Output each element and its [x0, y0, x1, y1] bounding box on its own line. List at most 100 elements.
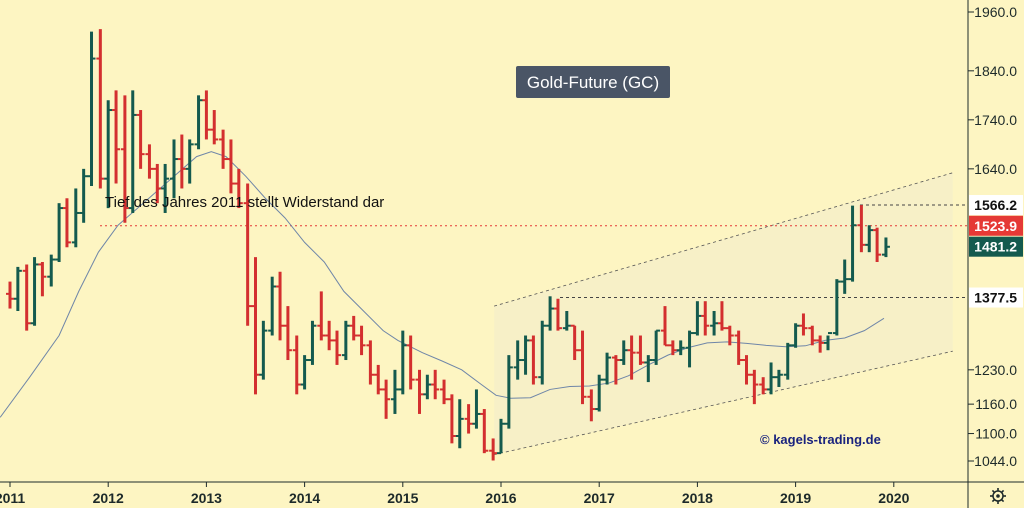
ohlc-bar [382, 379, 391, 419]
ohlc-bar [349, 315, 358, 341]
ohlc-bar [538, 320, 547, 385]
chart-annotation: Tief des Jahres 2011 stellt Widerstand d… [105, 194, 384, 211]
ohlc-bars [6, 29, 890, 461]
ohlc-bar [791, 323, 800, 348]
ohlc-bar [447, 394, 456, 444]
ohlc-bar [276, 271, 285, 341]
ohlc-bar [546, 296, 555, 331]
ohlc-bar [210, 110, 219, 145]
ohlc-bar [366, 340, 375, 385]
ohlc-bar [300, 355, 309, 390]
price-label: 1523.9 [969, 215, 1023, 236]
ohlc-bar [431, 369, 440, 400]
y-tick-label: 1960.0 [974, 4, 1017, 20]
y-tick-label: 1044.0 [974, 453, 1017, 469]
chart-title-background [516, 66, 670, 98]
svg-text:1481.2: 1481.2 [974, 239, 1017, 255]
ohlc-bar [710, 311, 719, 336]
ohlc-bar [701, 301, 710, 336]
ohlc-bar [423, 374, 432, 400]
ohlc-bar [464, 404, 473, 434]
ohlc-bar [652, 329, 661, 365]
ohlc-bar [71, 188, 80, 248]
ohlc-bar [865, 225, 874, 253]
svg-text:1566.2: 1566.2 [974, 197, 1017, 213]
trend-channel-lower-line [494, 350, 953, 456]
ohlc-bar [832, 279, 841, 336]
price-labels: 1566.2 1523.9 1481.2 1377.5 [969, 195, 1023, 308]
ohlc-bar [603, 352, 612, 385]
ohlc-bar [504, 355, 513, 429]
ohlc-bar [87, 31, 96, 187]
y-axis-ticks: 1960.0 1840.0 1740.0 1640.0 1230.0 1160.0 1100… [968, 4, 1017, 469]
ohlc-bar [816, 335, 825, 353]
ohlc-bar [472, 389, 481, 429]
ohlc-bar [374, 364, 383, 395]
ohlc-bar [292, 335, 301, 395]
ohlc-bar [234, 168, 243, 209]
ohlc-bar [47, 254, 56, 287]
ohlc-bar [636, 335, 645, 365]
chart-title: Gold-Future (GC) [527, 73, 659, 92]
ohlc-bar [767, 362, 776, 395]
ohlc-bar [243, 183, 252, 326]
ohlc-bar [455, 399, 464, 449]
ohlc-bar [177, 134, 186, 189]
ohlc-bar [595, 374, 604, 412]
ohlc-bar [185, 139, 194, 184]
ohlc-bar [145, 144, 154, 179]
ohlc-bar [725, 325, 734, 346]
ohlc-bar [808, 325, 817, 346]
ohlc-bar [693, 301, 702, 336]
ohlc-bar [308, 320, 317, 365]
ohlc-bar [562, 311, 571, 331]
ohlc-bar [38, 261, 47, 297]
ohlc-bar [30, 257, 39, 326]
ohlc-bar [587, 389, 596, 422]
ohlc-bar [440, 379, 449, 405]
y-tick-label: 1740.0 [974, 112, 1017, 128]
y-tick-label: 1230.0 [974, 362, 1017, 378]
ohlc-bar [497, 418, 505, 455]
x-tick-label: 2020 [878, 490, 909, 506]
moving-average-line [0, 151, 885, 418]
ohlc-bar [406, 335, 415, 390]
credit-text[interactable]: © kagels-trading.de [760, 432, 881, 447]
ohlc-bar [717, 301, 726, 331]
ohlc-bar [676, 340, 685, 356]
y-tick-label: 1160.0 [975, 396, 1017, 412]
ohlc-bar [136, 110, 145, 169]
ohlc-bar [668, 340, 677, 356]
ohlc-bar [660, 306, 669, 347]
ohlc-bar [873, 227, 882, 262]
ohlc-bar [259, 320, 268, 380]
x-tick-label: 2011 [0, 490, 25, 506]
svg-text:1523.9: 1523.9 [974, 218, 1017, 234]
ohlc-bar [644, 355, 653, 383]
ohlc-bar [529, 335, 538, 385]
settings-gear-icon[interactable] [990, 488, 1006, 504]
price-label: 1481.2 [969, 236, 1023, 257]
ohlc-bar [22, 264, 31, 331]
ohlc-bar [415, 369, 424, 414]
ohlc-bar [824, 332, 833, 351]
ohlc-bar [62, 198, 71, 248]
svg-text:1377.5: 1377.5 [974, 290, 1017, 306]
ohlc-bar [6, 281, 14, 309]
ohlc-bar [513, 340, 522, 380]
ohlc-bar [881, 237, 890, 258]
ohlc-bar [750, 369, 759, 405]
ohlc-bar [489, 438, 498, 461]
ohlc-bar [742, 355, 751, 385]
ohlc-bar [96, 29, 105, 189]
ohlc-bar [578, 330, 587, 405]
x-tick-label: 2018 [682, 490, 713, 506]
ohlc-bar [570, 324, 579, 361]
ohlc-bar [325, 320, 334, 351]
x-axis-ticks: 2011 2012 2013 2014 2015 2016 2017 2018 2019 2020 [0, 482, 910, 506]
x-tick-label: 2015 [387, 490, 418, 506]
ohlc-bar [521, 335, 530, 375]
ohlc-bar [128, 90, 137, 213]
